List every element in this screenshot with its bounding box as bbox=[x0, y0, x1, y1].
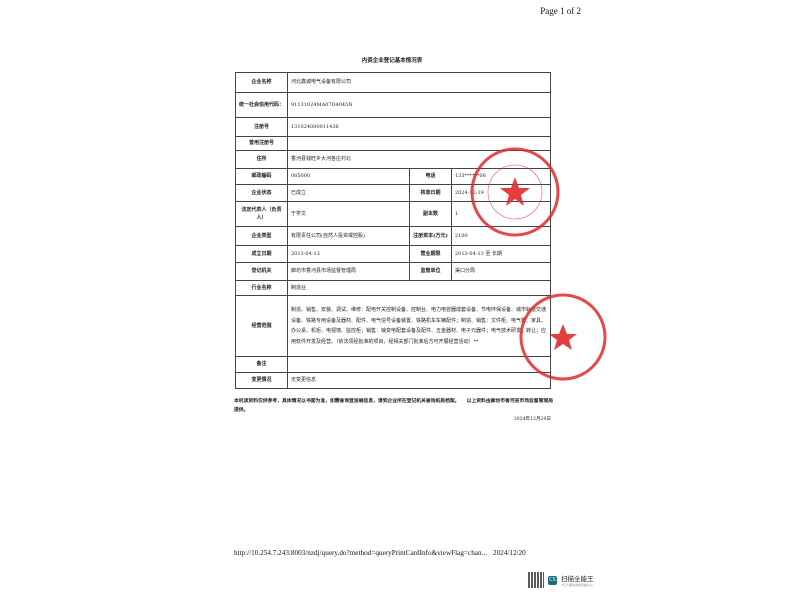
value: 廊坊市香河县市场监督管理局 bbox=[287, 262, 410, 281]
label: 变更情况 bbox=[235, 372, 288, 389]
label: 企业名称 bbox=[235, 72, 288, 93]
label: 经营范围 bbox=[235, 295, 288, 357]
label: 营业期限 bbox=[409, 245, 452, 263]
value: 渠口分局 bbox=[451, 262, 551, 281]
label: 法定代表人（负责人） bbox=[235, 201, 288, 227]
document-title: 内资企业登记基本情况表 bbox=[361, 58, 423, 64]
label: 统一社会信用代码： bbox=[235, 92, 288, 118]
value: 065000 bbox=[287, 168, 410, 185]
value: 制造业 bbox=[287, 280, 551, 296]
disclaimer-note: 本机读资料仅供参考，具体情况以书面为准，如需查询登准确信息，请到企业所在登记机关… bbox=[234, 398, 553, 414]
label: 成立日期 bbox=[235, 245, 288, 263]
app-slogan: 3亿人都在用的扫描App bbox=[561, 583, 593, 587]
app-badge-icon: CS bbox=[548, 575, 557, 585]
label: 曾用注册号 bbox=[235, 136, 288, 151]
scanner-watermark: CS 扫描全能王 3亿人都在用的扫描App bbox=[528, 572, 594, 588]
value: 91131024MA07D4045N bbox=[287, 92, 551, 118]
value: 于学文 bbox=[287, 201, 410, 227]
label: 备注 bbox=[235, 356, 288, 373]
value: 1 bbox=[451, 201, 551, 227]
value: 2013-04-13 至 长期 bbox=[451, 245, 551, 263]
label: 企业类型 bbox=[235, 226, 288, 246]
label: 核准日期 bbox=[409, 184, 452, 202]
label: 登记机关 bbox=[235, 262, 288, 281]
value: 制造、销售、安装、调试、维修：配电开关控制设备、控制台、电力电容器成套设备、节电… bbox=[287, 295, 551, 357]
label: 副本数 bbox=[409, 201, 452, 227]
value: 有限责任公司(自然人投资或控股) bbox=[287, 226, 410, 246]
page-number: Page 1 of 2 bbox=[540, 6, 581, 16]
value: 2013-04-13 bbox=[287, 245, 410, 263]
label: 注册资本(万元) bbox=[409, 226, 452, 246]
value: 已成立 bbox=[287, 184, 410, 202]
registration-table: 企业名称 河北鑫诚电气设备有限公司 统一社会信用代码： 91131024MA07D4… bbox=[235, 72, 551, 389]
value: 无变更信息 bbox=[287, 372, 551, 389]
label: 注册号 bbox=[235, 117, 288, 137]
print-url-footer: http://10.254.7.243:8003/nzdj/query.do?m… bbox=[234, 549, 526, 557]
label: 行业名称 bbox=[235, 280, 288, 296]
label: 电话 bbox=[409, 168, 452, 185]
label: 监管单位 bbox=[409, 262, 452, 281]
app-name: 扫描全能王 bbox=[561, 575, 594, 583]
url: http://10.254.7.243:8003/nzdj/query.do?m… bbox=[234, 549, 487, 557]
value: 河北鑫诚电气设备有限公司 bbox=[287, 72, 551, 93]
value: 131024000011436 bbox=[287, 117, 551, 137]
print-date: 2024年12月20日 bbox=[513, 417, 551, 422]
official-seal-icon bbox=[470, 147, 560, 237]
value bbox=[287, 356, 551, 373]
label: 住所 bbox=[235, 150, 288, 169]
label: 邮政编码 bbox=[235, 168, 288, 185]
label: 企业状态 bbox=[235, 184, 288, 202]
official-seal-icon bbox=[519, 293, 607, 381]
qr-code-icon bbox=[528, 572, 544, 588]
footer-date: 2024/12/20 bbox=[492, 549, 526, 557]
